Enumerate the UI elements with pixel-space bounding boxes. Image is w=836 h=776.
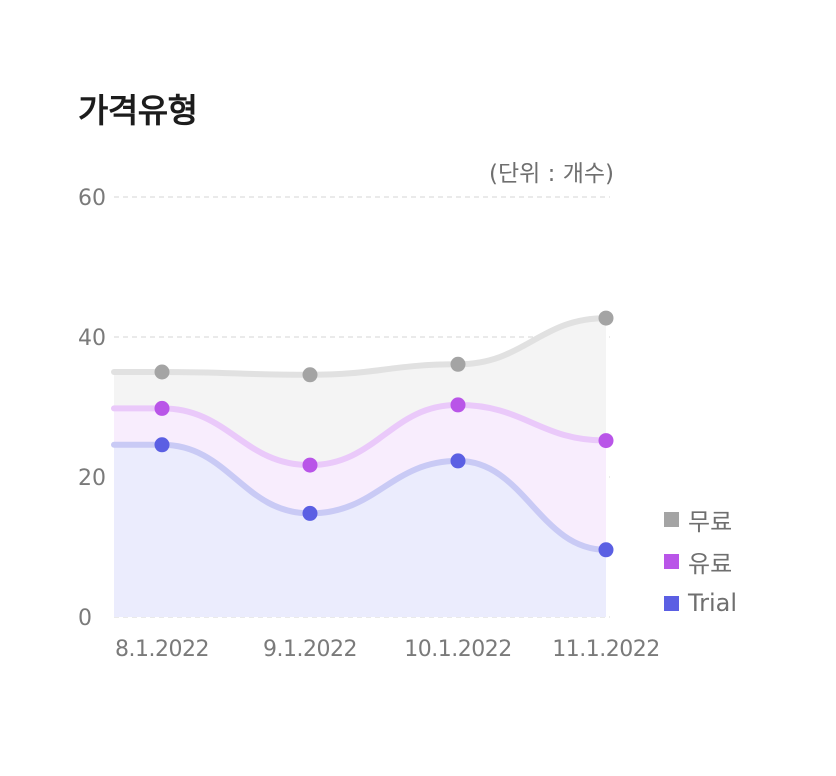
legend-label: Trial	[688, 589, 738, 617]
data-point	[450, 453, 466, 469]
x-tick-label: 10.1.2022	[404, 637, 511, 662]
data-point	[598, 433, 614, 449]
unit-label: (단위 : 개수)	[489, 161, 614, 187]
legend-label: 무료	[688, 507, 733, 536]
y-tick-label: 20	[78, 466, 106, 491]
data-point	[598, 542, 614, 558]
data-point	[450, 356, 466, 372]
data-point	[154, 437, 170, 453]
x-tick-label: 11.1.2022	[552, 637, 659, 662]
data-point	[450, 397, 466, 413]
y-tick-label: 40	[78, 326, 106, 351]
legend-label: 유료	[688, 549, 733, 578]
data-point	[154, 364, 170, 380]
y-axis-ticks: 0 20 40 60	[78, 186, 106, 631]
data-point	[302, 367, 318, 383]
legend-swatch	[664, 511, 679, 527]
legend-item: Trial	[664, 582, 737, 624]
data-point	[598, 310, 614, 326]
series-area-2	[114, 444, 606, 617]
legend-item: 유료	[664, 540, 737, 582]
y-tick-label: 0	[78, 606, 92, 631]
data-point	[154, 400, 170, 416]
legend-item: 무료	[664, 498, 737, 540]
point-layer	[154, 310, 614, 558]
data-point	[302, 457, 318, 473]
x-tick-label: 9.1.2022	[263, 637, 357, 662]
x-tick-label: 8.1.2022	[115, 637, 209, 662]
x-axis-ticks: 8.1.2022 9.1.2022 10.1.2022 11.1.2022	[115, 637, 660, 662]
area-layer	[114, 318, 606, 617]
y-tick-label: 60	[78, 186, 106, 211]
legend-swatch	[664, 553, 679, 569]
legend-swatch	[664, 595, 679, 611]
data-point	[302, 505, 318, 521]
chart-title: 가격유형	[78, 91, 198, 130]
